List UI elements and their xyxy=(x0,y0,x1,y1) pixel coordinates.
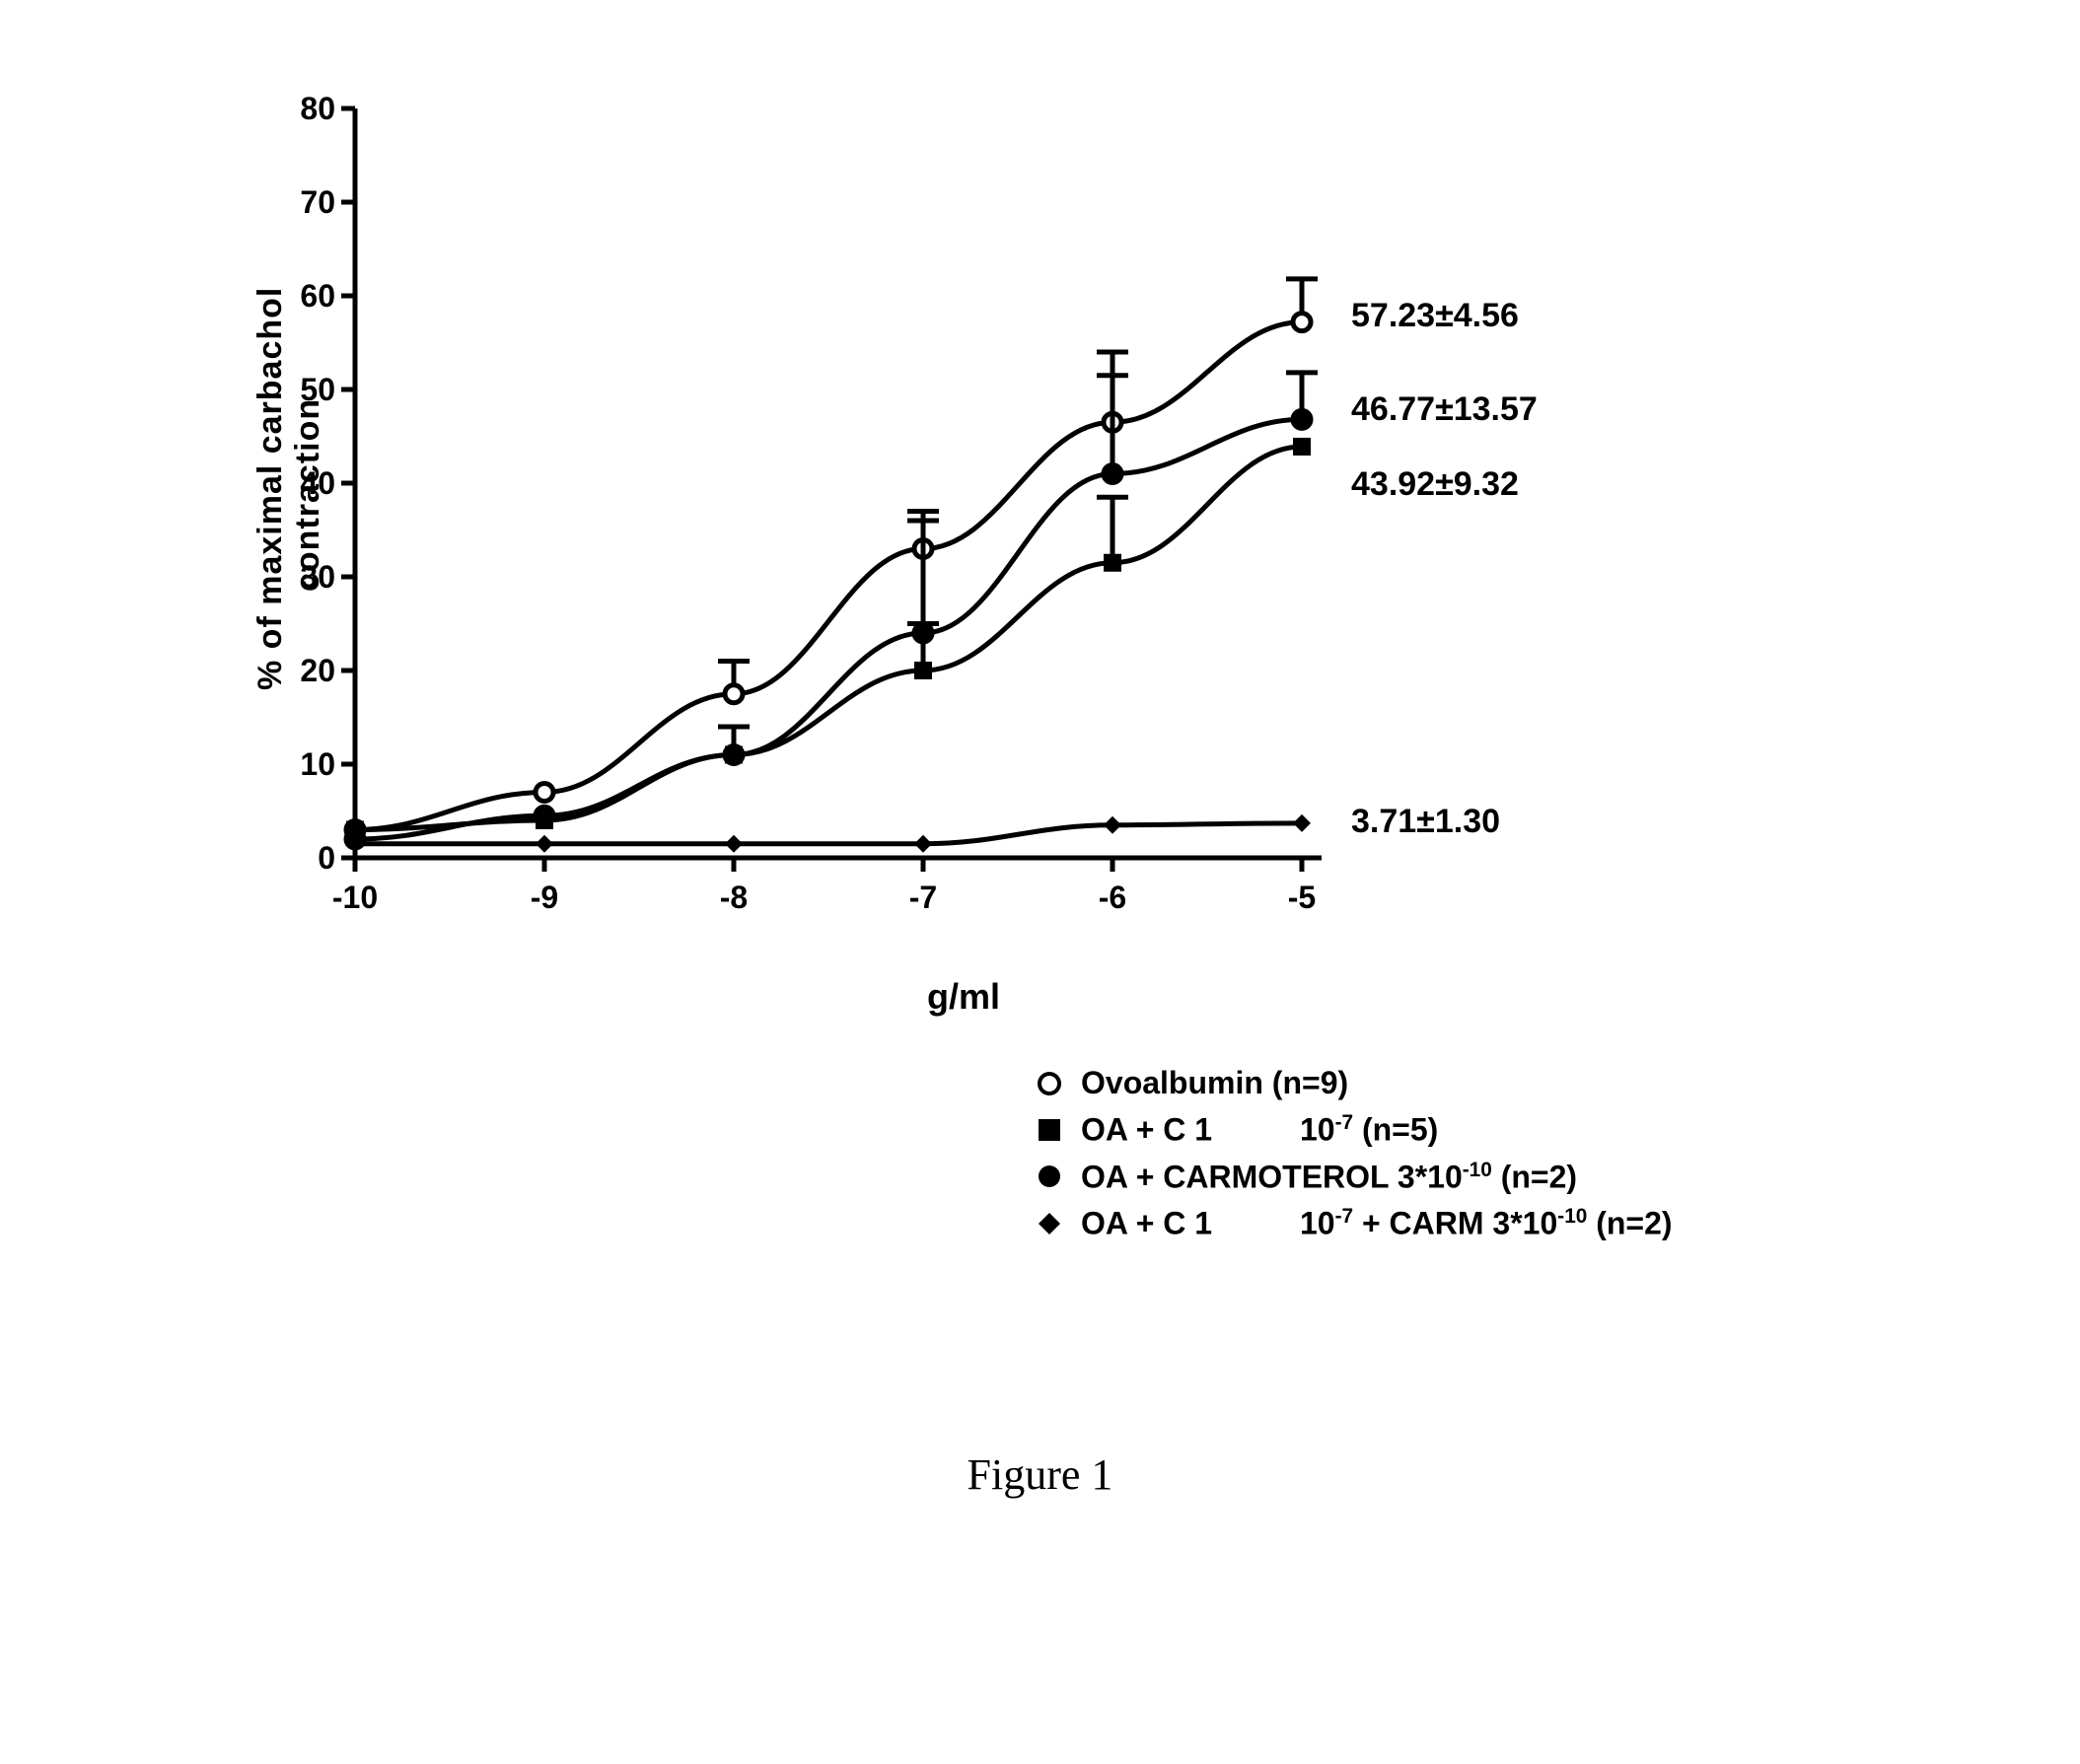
y-tick-label: 60 xyxy=(276,278,335,315)
legend-item: OA + CARMOTEROL 3*10-10 (n=2) xyxy=(1036,1159,1673,1196)
y-tick-label: 80 xyxy=(276,91,335,127)
legend-label: OA + CARMOTEROL 3*10-10 (n=2) xyxy=(1081,1159,1577,1196)
legend-marker-icon xyxy=(1036,1070,1063,1097)
legend-marker-icon xyxy=(1036,1116,1063,1144)
figure-caption: Figure 1 xyxy=(0,1449,2080,1500)
series-end-label: 57.23±4.56 xyxy=(1351,297,1519,335)
x-tick-label: -5 xyxy=(1272,880,1331,916)
legend-marker-icon xyxy=(1036,1163,1063,1190)
page: % of maximal carbachol contraction 01020… xyxy=(0,0,2080,1764)
series-end-label: 46.77±13.57 xyxy=(1351,390,1538,429)
y-tick-label: 30 xyxy=(276,559,335,596)
x-tick-label: -7 xyxy=(894,880,953,916)
y-tick-label: 20 xyxy=(276,653,335,689)
series-end-label: 43.92±9.32 xyxy=(1351,465,1519,504)
y-tick-label: 70 xyxy=(276,184,335,221)
y-tick-label: 40 xyxy=(276,465,335,502)
x-tick-label: -8 xyxy=(704,880,763,916)
legend-label: OA + C 1 10-7 + CARM 3*10-10 (n=2) xyxy=(1081,1205,1673,1242)
legend-label: Ovoalbumin (n=9) xyxy=(1081,1065,1348,1101)
legend-marker-icon xyxy=(1036,1210,1063,1237)
chart: 0 10 20 30 40 50 60 70 80 -10 -9 -8 -7 -6 -5 g/ml 57.… xyxy=(237,79,1815,1065)
x-tick-label: -9 xyxy=(515,880,574,916)
legend-item: OA + C 1 10-7 (n=5) xyxy=(1036,1111,1673,1149)
chart-svg xyxy=(237,79,1815,1065)
y-tick-label: 50 xyxy=(276,372,335,408)
legend-item: OA + C 1 10-7 + CARM 3*10-10 (n=2) xyxy=(1036,1205,1673,1242)
x-tick-label: -10 xyxy=(325,880,385,916)
y-tick-label: 0 xyxy=(276,840,335,877)
x-axis-label: g/ml xyxy=(927,976,1000,1018)
y-tick-label: 10 xyxy=(276,746,335,783)
series-end-label: 3.71±1.30 xyxy=(1351,803,1500,841)
legend-label: OA + C 1 10-7 (n=5) xyxy=(1081,1111,1438,1149)
legend: Ovoalbumin (n=9) OA + C 1 10-7 (n=5) OA + … xyxy=(1036,1065,1673,1252)
legend-item: Ovoalbumin (n=9) xyxy=(1036,1065,1673,1101)
x-tick-label: -6 xyxy=(1083,880,1142,916)
